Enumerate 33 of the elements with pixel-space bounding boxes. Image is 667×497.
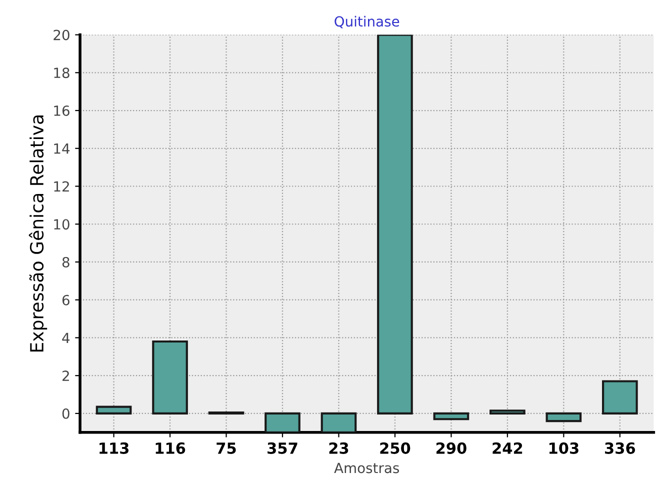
x-tick-label: 250 [380,442,410,454]
x-tick-label: 336 [604,442,636,454]
chart-title: Quitinase [334,16,400,28]
y-tick-label: 6 [62,294,70,306]
bar [433,412,470,420]
y-tick-label: 8 [62,256,70,268]
x-tick-label: 113 [100,442,129,454]
bar [152,340,188,414]
y-tick-label: 14 [54,144,70,154]
x-tick-label: 116 [156,442,186,454]
bar [490,410,526,414]
y-tick-label: 2 [62,370,69,381]
y-tick-label: 10 [54,219,70,230]
x-axis-title: Amostras [334,462,400,474]
x-tick-label: 357 [268,442,298,454]
bar [602,380,638,414]
y-tick-label: 4 [62,332,70,343]
y-tick-label: 12 [54,181,69,192]
y-tick-label: 18 [54,68,70,78]
x-tick-label: 290 [436,442,466,454]
y-tick-label: 16 [54,105,70,116]
x-tick-label: 103 [549,442,578,454]
x-tick-label: 23 [329,442,348,454]
bar [377,34,413,414]
bar [264,412,300,432]
x-tick-label: 242 [492,442,522,454]
bar [546,412,582,422]
x-tick-label: 75 [216,442,236,454]
bar [96,406,132,414]
bar [320,412,357,432]
y-tick-label: 20 [54,30,70,40]
y-axis-title: Expressão Gênica Relativa [28,116,48,352]
y-tick-label: 0 [62,408,70,419]
